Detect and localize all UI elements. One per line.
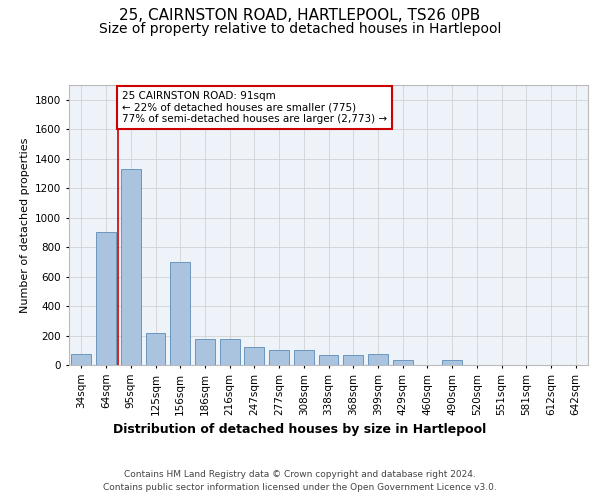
Text: Contains HM Land Registry data © Crown copyright and database right 2024.
Contai: Contains HM Land Registry data © Crown c… [103, 470, 497, 492]
Bar [294, 350, 314, 365]
Bar [220, 339, 239, 365]
Bar [170, 262, 190, 365]
Bar [146, 332, 166, 365]
Bar [71, 354, 91, 365]
Text: 25 CAIRNSTON ROAD: 91sqm
← 22% of detached houses are smaller (775)
77% of semi-: 25 CAIRNSTON ROAD: 91sqm ← 22% of detach… [122, 91, 387, 124]
Text: Distribution of detached houses by size in Hartlepool: Distribution of detached houses by size … [113, 422, 487, 436]
Y-axis label: Number of detached properties: Number of detached properties [20, 138, 29, 312]
Bar [96, 232, 116, 365]
Bar [319, 354, 338, 365]
Bar [442, 360, 462, 365]
Bar [121, 169, 140, 365]
Bar [269, 350, 289, 365]
Text: 25, CAIRNSTON ROAD, HARTLEPOOL, TS26 0PB: 25, CAIRNSTON ROAD, HARTLEPOOL, TS26 0PB [119, 8, 481, 22]
Bar [368, 354, 388, 365]
Bar [195, 339, 215, 365]
Bar [244, 348, 264, 365]
Bar [393, 360, 413, 365]
Text: Size of property relative to detached houses in Hartlepool: Size of property relative to detached ho… [99, 22, 501, 36]
Bar [343, 354, 363, 365]
